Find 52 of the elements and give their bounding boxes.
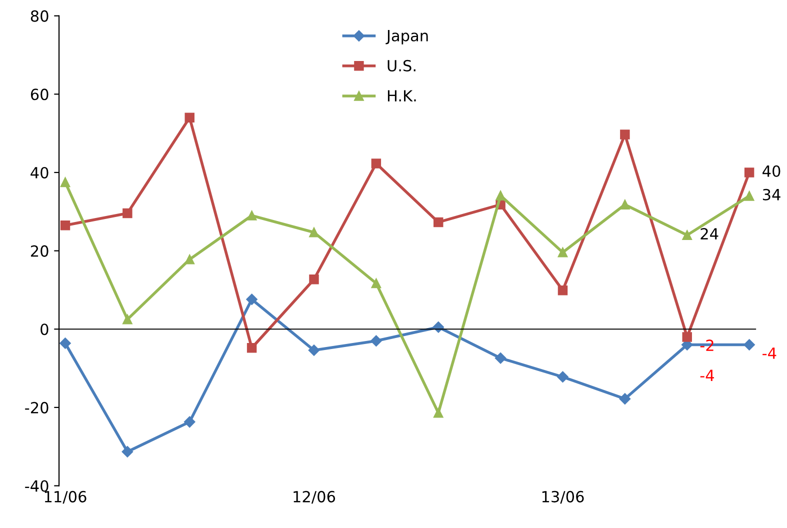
point: [370, 335, 382, 346]
data-label: 40: [762, 165, 780, 177]
point: [494, 352, 506, 364]
legend-label: U.S.: [388, 60, 416, 72]
point: [496, 190, 506, 200]
point: [620, 200, 630, 210]
x-tick-label: 11/06: [44, 490, 86, 504]
y-tick-label: -20: [25, 402, 48, 414]
point: [619, 393, 631, 404]
y-tick-label: 40: [30, 166, 48, 178]
point: [60, 177, 70, 188]
x-tick-label: 13/06: [542, 490, 584, 504]
y-tick-label: 60: [30, 88, 48, 100]
y-tick-label: -40: [25, 480, 48, 492]
point: [744, 168, 754, 178]
data-label: -4: [700, 370, 714, 381]
point: [246, 343, 257, 353]
legend-label: H.K.: [388, 90, 416, 102]
point: [620, 130, 630, 140]
point: [744, 191, 754, 201]
point: [434, 217, 444, 228]
point: [60, 338, 71, 349]
point: [184, 416, 196, 428]
x-tick-label: 12/06: [294, 490, 336, 504]
point: [246, 294, 258, 305]
point: [308, 344, 320, 356]
y-tick-label: 0: [40, 324, 48, 336]
point: [682, 332, 692, 342]
point: [432, 322, 444, 333]
point: [184, 112, 194, 123]
point: [246, 210, 257, 220]
point: [557, 371, 568, 382]
point: [309, 274, 319, 284]
point: [434, 408, 444, 418]
point: [682, 230, 692, 240]
point: [60, 220, 70, 230]
point: [558, 285, 568, 296]
point: [309, 228, 319, 238]
legend-label: Japan: [386, 30, 428, 44]
point: [744, 339, 755, 350]
point: [122, 208, 132, 218]
data-label: 34: [762, 188, 780, 200]
point: [184, 254, 194, 264]
data-label: 24: [700, 228, 718, 240]
point: [122, 446, 134, 458]
point: [371, 278, 382, 288]
y-tick-label: 20: [30, 245, 48, 257]
y-tick-label: 80: [30, 10, 48, 22]
point: [558, 248, 568, 258]
point: [122, 314, 132, 324]
point: [371, 158, 382, 168]
data-label: -4: [762, 348, 776, 359]
